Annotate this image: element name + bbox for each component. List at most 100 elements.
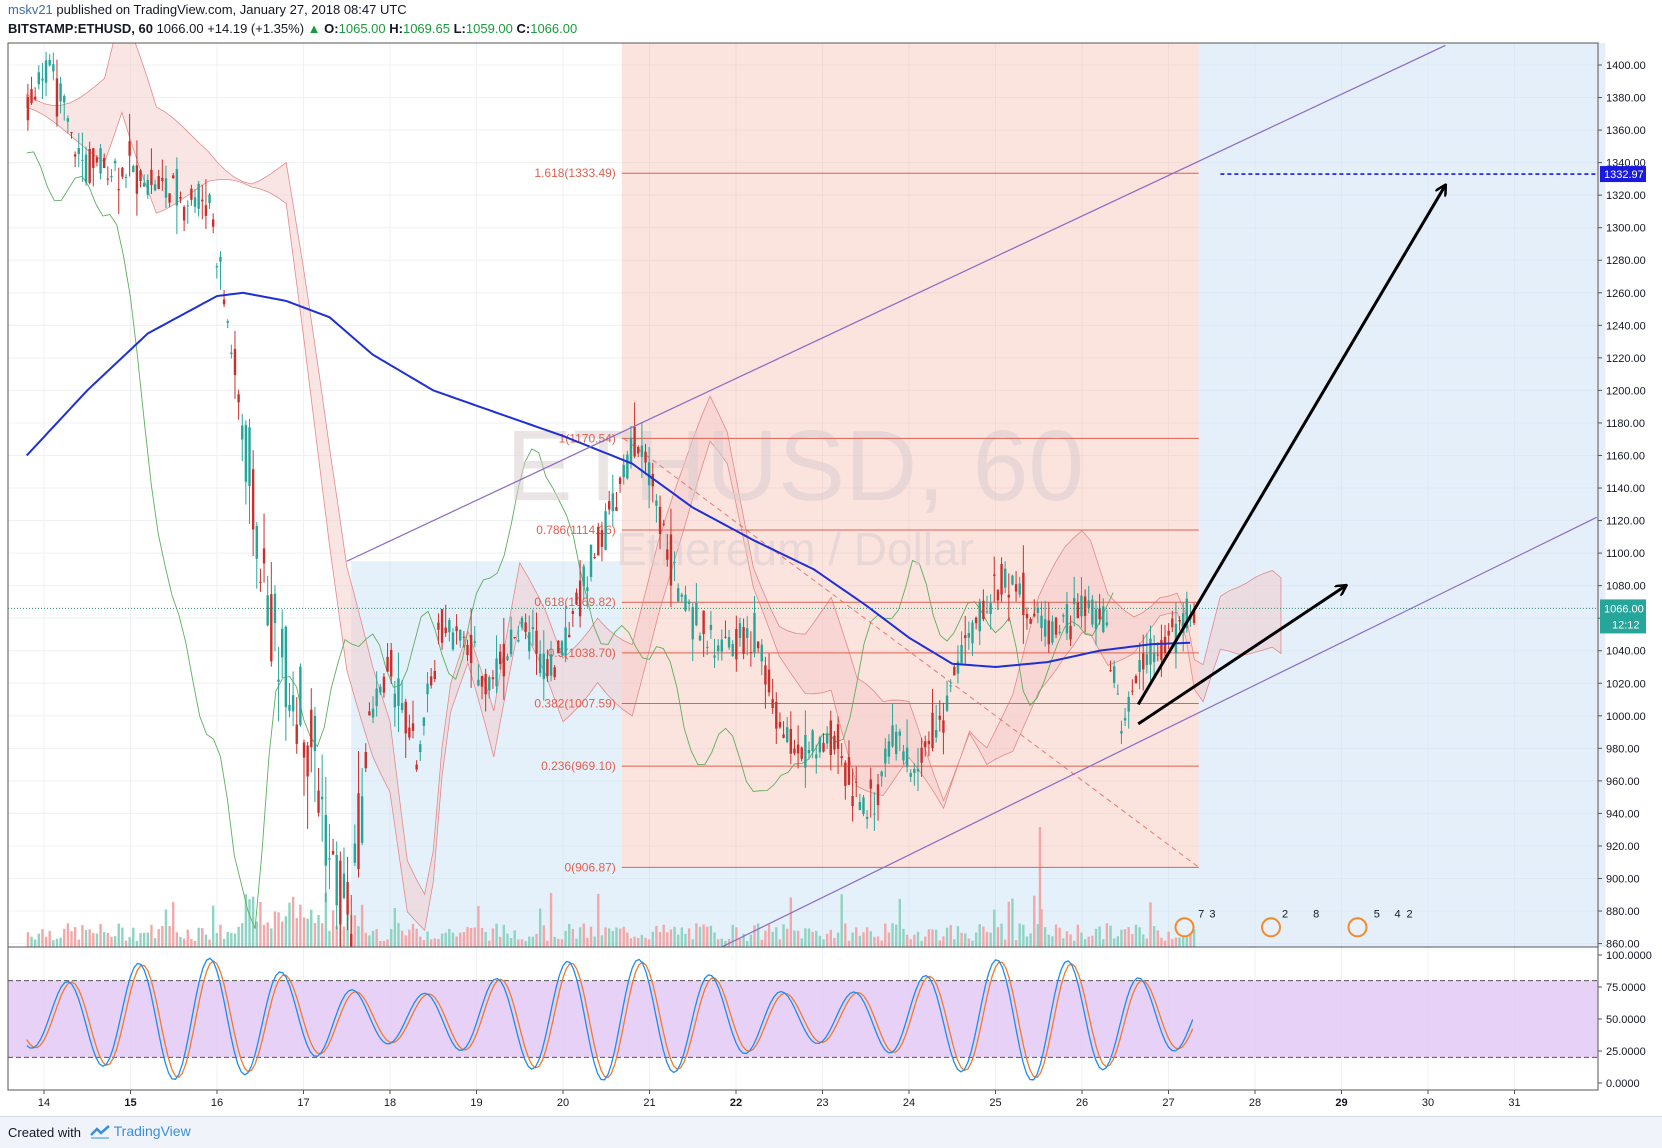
- volume-bar: [934, 929, 938, 947]
- volume-bar: [190, 939, 193, 947]
- candle-body: [193, 197, 197, 207]
- volume-bar: [905, 934, 909, 947]
- x-tick-label: 17: [297, 1097, 309, 1109]
- arrows[interactable]: [8, 173, 1598, 726]
- parallel-channel[interactable]: [346, 44, 1597, 948]
- candle-body: [81, 159, 84, 161]
- volume-bar: [342, 926, 346, 947]
- volume-bar: [938, 940, 941, 947]
- candle-body: [1011, 575, 1014, 585]
- y-tick-label: 960.00: [1606, 776, 1640, 788]
- candle-body: [161, 177, 164, 182]
- candle-body: [146, 180, 149, 195]
- current-price-label: 1066.00: [1604, 603, 1644, 615]
- candle-body: [102, 157, 106, 169]
- target-zone: [1198, 43, 1606, 947]
- time-axis[interactable]: 14 15 16 17 18 19 20 21 22 23 24 25 26 27 28 29 30 31: [38, 1090, 1521, 1109]
- fib-level-label: 0.786(1114.16): [536, 523, 616, 537]
- candle-body: [328, 858, 331, 860]
- low-value: 1059.00: [465, 21, 513, 36]
- volume-bar: [364, 932, 367, 947]
- candle-body: [637, 446, 640, 454]
- candle-body: [1022, 572, 1025, 616]
- candle-body: [197, 183, 200, 209]
- volume-bar: [306, 918, 309, 947]
- volume-bar: [851, 932, 854, 947]
- volume-bar: [448, 928, 451, 947]
- tradingview-brand: TradingView: [113, 1123, 191, 1139]
- volume-bar: [146, 932, 149, 947]
- volume-bar: [709, 925, 713, 947]
- volume-bar: [1156, 930, 1159, 947]
- candle-body: [578, 580, 582, 617]
- volume-bar: [749, 934, 753, 947]
- candle-body: [760, 644, 763, 662]
- short-position-zone: [621, 43, 1199, 868]
- candle-body: [1181, 613, 1185, 633]
- x-tick-label: 23: [816, 1097, 828, 1109]
- candle-body: [335, 854, 338, 906]
- candle-body: [331, 850, 335, 855]
- target-price-badge: [1600, 166, 1646, 183]
- volume-bar: [756, 923, 760, 947]
- candle-body: [709, 624, 713, 630]
- candle-body: [77, 148, 80, 155]
- candle-body: [618, 477, 622, 484]
- candle-body: [1185, 598, 1189, 629]
- candle-body: [1149, 638, 1152, 665]
- candle-body: [219, 256, 222, 262]
- candle-body: [459, 629, 462, 641]
- volume-bar: [575, 938, 578, 947]
- candle-body: [607, 501, 611, 510]
- candle-body: [746, 628, 749, 638]
- volume-bar: [371, 930, 375, 947]
- candle-body: [640, 445, 644, 457]
- candle-body: [905, 747, 909, 768]
- volume-bar: [215, 933, 219, 947]
- y-tick-label: 1320.00: [1606, 190, 1646, 202]
- candle-body: [248, 427, 251, 487]
- volume-bar: [124, 940, 128, 947]
- volume-bar: [702, 924, 705, 947]
- candle-body: [829, 720, 832, 755]
- volume-bar: [422, 939, 426, 947]
- candle-body: [1112, 666, 1116, 683]
- volume-bar: [95, 933, 99, 947]
- author-link[interactable]: mskv21: [8, 2, 53, 17]
- candle-body: [571, 611, 575, 614]
- tradingview-logo[interactable]: TradingView: [90, 1123, 191, 1140]
- fib-extension[interactable]: 1.618(1333.49)1(1170.54)0.786(1114.16)0.…: [534, 166, 1200, 874]
- candle-body: [934, 730, 938, 738]
- drawing-zones: [351, 43, 1606, 947]
- y-tick-label: 1380.00: [1606, 93, 1646, 105]
- symbol-title[interactable]: BITSTAMP:ETHUSD, 60: [8, 21, 153, 36]
- volume-bar: [509, 937, 513, 947]
- volume-bar: [30, 936, 33, 947]
- volume-bar: [41, 929, 44, 947]
- volume-bar: [164, 909, 168, 947]
- candle-body: [1142, 653, 1145, 670]
- volume-bar: [142, 932, 146, 947]
- candle-body: [855, 781, 858, 783]
- candle-body: [633, 427, 636, 457]
- volume-bar: [695, 923, 698, 947]
- candle-body: [1109, 670, 1112, 672]
- volume-bar: [88, 929, 91, 947]
- candle-body: [731, 644, 734, 657]
- volume-bar: [680, 927, 684, 947]
- candle-body: [273, 593, 277, 623]
- volume-bar: [382, 940, 386, 947]
- volume-bar: [945, 927, 949, 947]
- stoch-y-tick-label: 50.0000: [1606, 1014, 1646, 1026]
- price-axis[interactable]: 1400.001380.001360.001340.001320.001300.…: [1598, 60, 1652, 1090]
- close-label: C:: [516, 21, 531, 36]
- volume-bar: [964, 933, 967, 947]
- volume-bar: [1142, 934, 1145, 947]
- volume-bar: [989, 932, 992, 947]
- volume-bar: [37, 933, 40, 947]
- volume-bar: [669, 929, 673, 947]
- y-tick-label: 980.00: [1606, 743, 1640, 755]
- volume-bar: [644, 937, 647, 947]
